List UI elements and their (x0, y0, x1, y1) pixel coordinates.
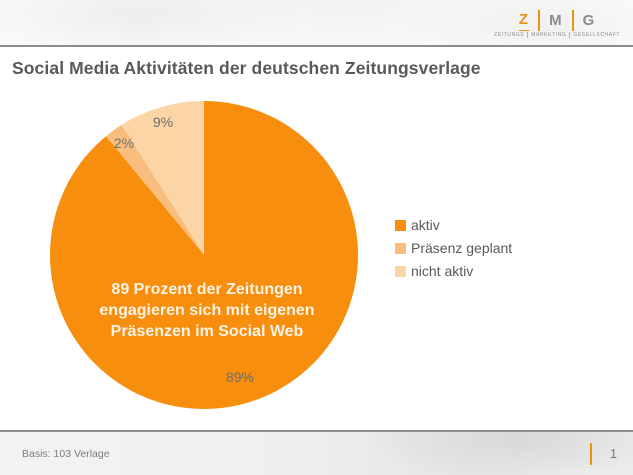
pie-center-annotation-line2: engagieren sich mit eigenen (99, 302, 315, 319)
logo-letter-m: M (549, 11, 563, 29)
page-number: 1 (610, 446, 617, 461)
slice-label-nicht-aktiv: 9% (152, 114, 174, 130)
logo-letter-z: Z (518, 10, 530, 31)
page-number-accent-bar (590, 442, 593, 465)
legend-item-aktiv: aktiv (395, 218, 512, 232)
slide-footer: Basis: 103 Verlage 1 (0, 430, 633, 475)
basis-note: Basis: 103 Verlage (22, 447, 110, 460)
logo-separator-bar (538, 10, 541, 31)
legend-swatch-aktiv (395, 219, 406, 231)
legend-item-praesenz-geplant: Präsenz geplant (395, 241, 512, 255)
page-title: Social Media Aktivitäten der deutschen Z… (12, 58, 481, 78)
pie-center-annotation-line3: Präsenzen im Social Web (110, 323, 304, 340)
legend-label-praesenz-geplant: Präsenz geplant (411, 240, 513, 256)
page-number-group: 1 (590, 442, 617, 465)
slice-label-aktiv: 89% (225, 369, 255, 385)
legend-label-aktiv: aktiv (411, 217, 440, 233)
legend-swatch-praesenz-geplant (395, 242, 406, 254)
pie-center-annotation: 89 Prozent der Zeitungen engagieren sich… (57, 279, 357, 342)
legend-swatch-nicht-aktiv (395, 265, 406, 277)
zmg-logo-letters: Z M G (518, 10, 596, 31)
legend-label-nicht-aktiv: nicht aktiv (411, 263, 474, 279)
pie-center-annotation-line1: 89 Prozent der Zeitungen (111, 281, 303, 298)
slice-label-praesenz-geplant: 2% (113, 135, 135, 151)
slide-header: Z M G ZEITUNGS MARKETING GESELLSCHAFT (0, 0, 633, 47)
legend-item-nicht-aktiv: nicht aktiv (395, 264, 512, 278)
logo-letter-g: G (582, 11, 596, 29)
logo-caption-marketing: MARKETING (527, 32, 569, 38)
zmg-logo-caption: ZEITUNGS MARKETING GESELLSCHAFT (491, 32, 623, 38)
zmg-logo: Z M G ZEITUNGS MARKETING GESELLSCHAFT (491, 10, 623, 38)
pie-chart (50, 101, 358, 409)
logo-caption-zeitungs: ZEITUNGS (494, 32, 525, 38)
chart-legend: aktiv Präsenz geplant nicht aktiv (395, 218, 512, 287)
logo-caption-gesellschaft: GESELLSCHAFT (569, 32, 623, 38)
logo-separator-bar (571, 10, 574, 31)
